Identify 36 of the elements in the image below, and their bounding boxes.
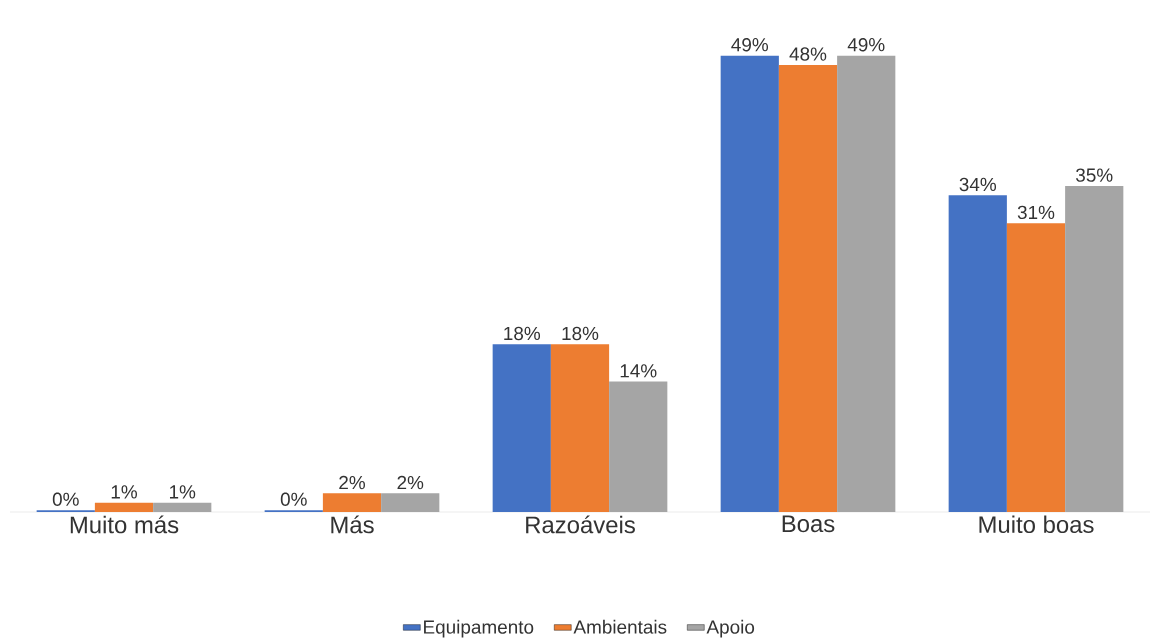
bar xyxy=(492,344,551,512)
bar xyxy=(381,493,440,512)
data-label: 18% xyxy=(562,326,599,341)
data-label: 14% xyxy=(620,364,657,378)
x-tick-label: Muito boas xyxy=(979,515,1094,534)
bar xyxy=(720,55,779,512)
bar xyxy=(778,64,838,512)
legend-label: Ambientais xyxy=(573,619,667,634)
data-label: 2% xyxy=(339,475,365,490)
bar xyxy=(1065,186,1124,512)
legend-label: Apoio xyxy=(706,619,755,638)
bar xyxy=(322,493,382,512)
x-tick-label: Muito más xyxy=(70,515,179,534)
x-tick-label: Boas xyxy=(782,515,835,533)
data-label: 49% xyxy=(847,38,885,52)
bar xyxy=(948,195,1007,512)
bar xyxy=(94,502,154,512)
data-label: 0% xyxy=(280,492,307,506)
data-label: 49% xyxy=(731,38,769,52)
data-label: 1% xyxy=(111,485,137,499)
data-label: 1% xyxy=(169,485,196,499)
x-tick-label: Razoáveis xyxy=(526,515,635,534)
bar xyxy=(1006,223,1066,512)
legend-label: Equipamento xyxy=(424,619,534,638)
bar xyxy=(837,55,896,512)
data-label: 31% xyxy=(1017,205,1055,220)
bar xyxy=(550,344,610,512)
data-label: 35% xyxy=(1076,168,1113,182)
data-label: 2% xyxy=(397,475,424,490)
bar xyxy=(609,381,668,512)
data-label: 34% xyxy=(959,177,997,192)
bar xyxy=(153,502,212,512)
data-label: 0% xyxy=(52,492,79,506)
x-tick-label: Más xyxy=(331,515,374,534)
data-label: 48% xyxy=(789,47,827,61)
data-label: 18% xyxy=(504,326,541,341)
